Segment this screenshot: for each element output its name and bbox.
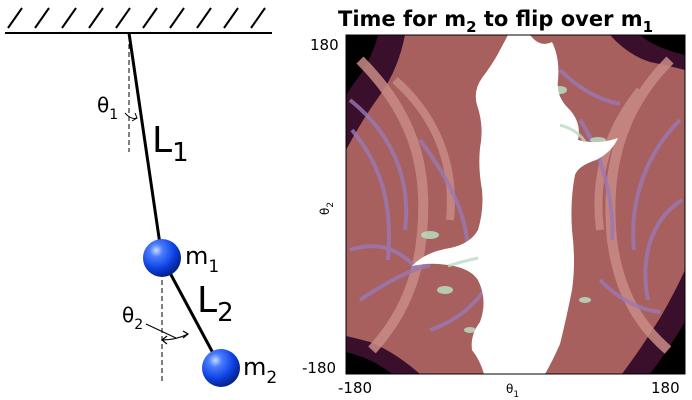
m2-label: m2 — [243, 353, 277, 388]
m1-label: m1 — [185, 242, 219, 277]
theta1-label: θ1 — [97, 93, 118, 123]
mass-2-ball — [202, 349, 240, 387]
no-flip-region — [412, 35, 618, 374]
y-axis-label: θ2 — [318, 202, 336, 215]
rod-1 — [127, 32, 164, 259]
angle-arrow-1 — [131, 112, 138, 122]
L2-label: L2 — [197, 280, 234, 328]
x-tick-max: 180 — [651, 379, 680, 397]
theta2-label: θ2 — [122, 303, 143, 333]
pendulum-diagram: θ1 L1 m1 L2 θ2 m2 — [5, 7, 277, 388]
y-tick-max: 180 — [310, 36, 339, 54]
x-tick-min: -180 — [338, 379, 372, 397]
mass-1-ball — [143, 239, 181, 277]
x-axis-label: θ1 — [506, 382, 519, 400]
angle-arrow-2b — [182, 330, 190, 339]
ceiling-hatch — [5, 7, 272, 34]
map-title: Time for m2 to flip over m1 — [338, 7, 653, 36]
L1-label: L1 — [152, 120, 189, 168]
rod-2 — [160, 257, 223, 369]
angle-leader-2 — [145, 323, 177, 339]
y-tick-min: -180 — [302, 359, 336, 377]
flip-time-map: Time for m2 to flip over m1 — [302, 7, 686, 400]
angle-arrow-2a — [161, 335, 168, 345]
map-frame — [345, 34, 686, 375]
map-image — [346, 35, 685, 374]
